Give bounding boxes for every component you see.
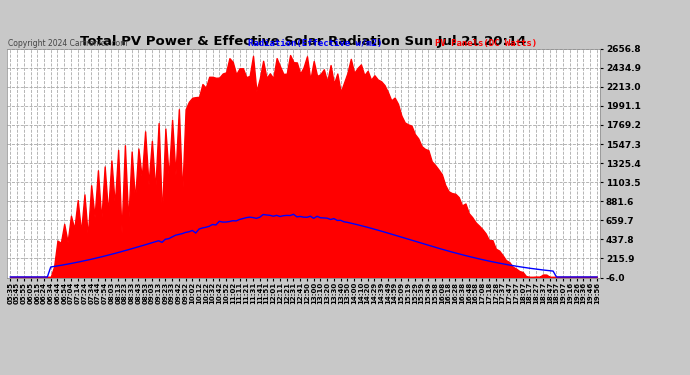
Title: Total PV Power & Effective Solar Radiation Sun Jul 21 20:14: Total PV Power & Effective Solar Radiati… — [81, 34, 526, 48]
Text: Copyright 2024 Cartronics.com: Copyright 2024 Cartronics.com — [8, 39, 128, 48]
Text: PV Panels(DC Watts): PV Panels(DC Watts) — [435, 39, 537, 48]
Text: Radiation(Effective w/m2): Radiation(Effective w/m2) — [248, 39, 383, 48]
